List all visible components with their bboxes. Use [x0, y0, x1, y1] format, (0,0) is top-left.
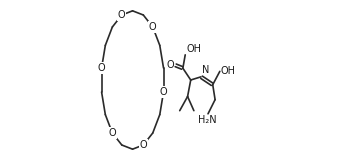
Text: O: O [139, 140, 147, 150]
Text: O: O [160, 87, 167, 97]
Text: O: O [108, 128, 116, 138]
Text: O: O [149, 22, 157, 32]
Text: O: O [98, 63, 105, 73]
Text: OH: OH [186, 44, 201, 54]
Text: OH: OH [221, 66, 236, 76]
Text: H₂N: H₂N [198, 115, 217, 125]
Text: O: O [166, 60, 174, 70]
Text: N: N [202, 65, 209, 75]
Text: O: O [118, 10, 126, 20]
